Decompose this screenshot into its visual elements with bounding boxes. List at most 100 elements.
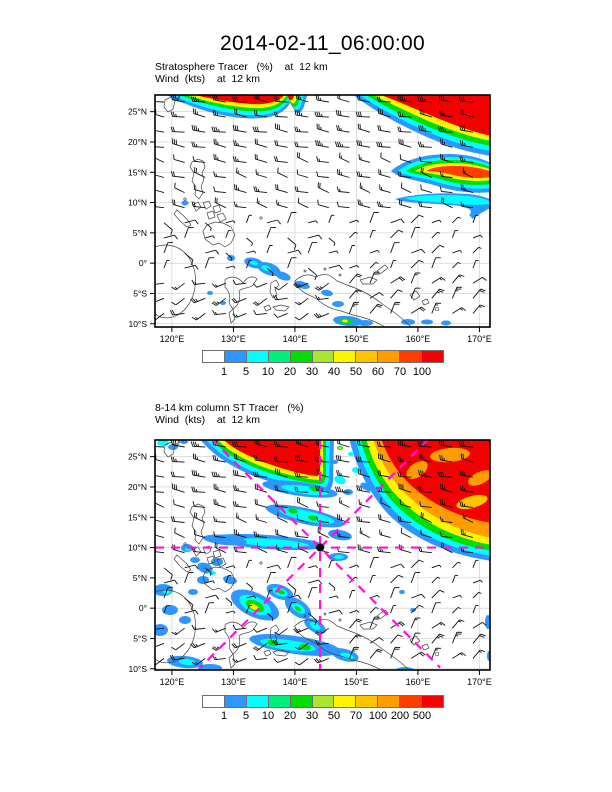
wind-barb: [184, 572, 194, 584]
wind-barb: [348, 646, 360, 659]
wind-barb: [232, 156, 247, 163]
wind-barb: [369, 211, 379, 223]
wind-barb: [192, 453, 206, 463]
wind-barb: [452, 606, 461, 614]
wind-barb: [307, 587, 318, 599]
wind-barb: [472, 622, 487, 629]
wind-barb: [369, 261, 379, 269]
wind-barb: [307, 267, 318, 281]
colorbar-cell: [312, 350, 335, 363]
wind-barb: [348, 590, 355, 599]
wind-barb: [172, 199, 185, 209]
tracer-contours: [166, 95, 490, 327]
wind-barb: [254, 498, 268, 508]
wind-barb: [439, 454, 453, 463]
colorbar-tick-label: 5: [242, 366, 250, 378]
wind-barb: [170, 471, 185, 478]
wind-barb: [273, 501, 288, 508]
wind-barb: [410, 214, 424, 224]
wind-barb: [339, 497, 350, 508]
wind-barb: [460, 201, 474, 209]
wind-barb: [255, 514, 268, 523]
wind-barb: [274, 123, 288, 133]
wind-barb: [213, 531, 226, 539]
wind-barb: [328, 250, 339, 254]
wind-barb: [349, 264, 360, 269]
wind-barb: [328, 595, 339, 599]
wind-barb: [398, 199, 412, 209]
wind-barb: [419, 108, 432, 118]
wind-barb: [472, 559, 479, 568]
wind-barb: [266, 227, 276, 239]
wind-barb: [296, 440, 309, 448]
panel1-subtitle-line2: Wind (kts) at 12 km: [155, 73, 261, 85]
wind-barb: [190, 96, 206, 103]
wind-barb: [462, 512, 474, 523]
wind-barb: [334, 141, 350, 148]
wind-barb: [307, 242, 318, 254]
wind-barb: [369, 229, 376, 239]
wind-barb: [191, 658, 206, 666]
wind-barb: [294, 454, 309, 463]
colorbar-tick-label: 10: [261, 710, 275, 722]
wind-barb: [349, 273, 363, 284]
wind-barb: [337, 440, 350, 448]
x-tick-label: 140°E: [283, 334, 308, 344]
wind-barb: [231, 441, 247, 448]
wind-barb: [438, 95, 453, 103]
colorbar-tick-label: 50: [327, 710, 341, 722]
wind-barb: [397, 471, 412, 478]
wind-barb: [355, 456, 371, 463]
wind-barb: [369, 303, 383, 314]
wind-barb: [452, 619, 465, 629]
wind-barb: [193, 512, 206, 523]
wind-barb: [459, 485, 474, 493]
wind-barb: [192, 156, 206, 163]
wind-barb: [246, 595, 257, 599]
wind-barb: [410, 617, 421, 629]
wind-barb: [294, 126, 309, 133]
wind-barb: [191, 313, 206, 321]
colorbar-cell: [268, 695, 291, 708]
colorbar-cell: [202, 350, 225, 363]
wind-barb: [191, 124, 206, 133]
wind-barb: [336, 201, 350, 209]
wind-barb: [390, 605, 397, 614]
flight-tracks: [155, 440, 490, 670]
wind-barb: [184, 227, 194, 239]
wind-barb: [357, 123, 371, 133]
wind-barb: [173, 154, 185, 163]
wind-barb: [451, 286, 463, 299]
wind-barb: [357, 468, 371, 478]
wind-barb: [294, 297, 309, 306]
wind-barb: [431, 231, 441, 239]
wind-barb: [252, 471, 268, 478]
colorbar-cell: [356, 695, 379, 708]
wind-barb: [308, 220, 318, 224]
wind-barb: [266, 219, 281, 225]
wind-barb: [287, 602, 297, 614]
flight-track-line: [211, 440, 441, 669]
y-tick-label: 0°: [139, 603, 147, 613]
wind-barb: [317, 182, 329, 194]
wind-barb: [169, 654, 185, 661]
wind-barb: [255, 169, 268, 178]
wind-barb: [231, 297, 247, 304]
map-frame: [154, 439, 491, 671]
wind-barb: [252, 297, 268, 306]
wind-barb: [431, 219, 442, 224]
wind-barb: [272, 294, 288, 301]
colorbar-cell: [422, 350, 444, 363]
wind-barb: [171, 282, 185, 291]
wind-barb: [155, 101, 165, 103]
wind-barb: [213, 138, 226, 148]
wind-barb: [170, 171, 185, 178]
wind-barb: [459, 140, 474, 148]
wind-barb: [460, 453, 474, 463]
colorbar-tick-label: 30: [305, 366, 319, 378]
wind-barb: [155, 174, 165, 178]
y-tick-label: 5°N: [133, 573, 147, 583]
wind-barb: [193, 167, 206, 178]
wind-barb: [155, 130, 165, 133]
colorbar-tick-label: 70: [349, 710, 363, 722]
